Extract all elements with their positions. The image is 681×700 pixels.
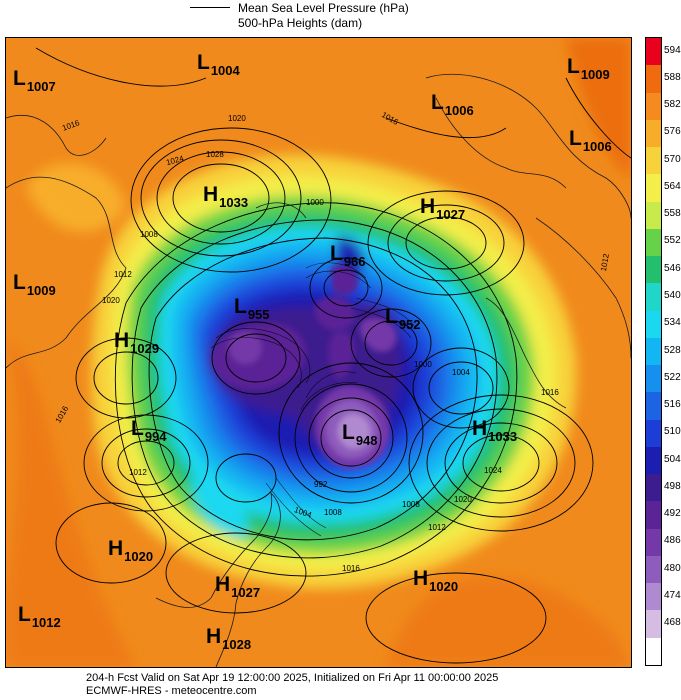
colorbar-segment bbox=[646, 147, 661, 175]
low-pressure-label: L1009 bbox=[567, 55, 610, 82]
high-pressure-label: H1027 bbox=[215, 573, 261, 600]
colorbar-tick-label: 588 bbox=[664, 71, 681, 83]
colorbar-tick-label: 522 bbox=[664, 371, 681, 383]
low-pressure-label: L1006 bbox=[431, 91, 474, 118]
dense-contours bbox=[210, 262, 417, 537]
contour-label: 1024 bbox=[484, 466, 502, 475]
contour-label: 1012 bbox=[129, 468, 147, 477]
colorbar-segment bbox=[646, 38, 661, 66]
contour-label: 1008 bbox=[140, 230, 158, 239]
colorbar-tick-label: 576 bbox=[664, 126, 681, 138]
mslp-legend-label: Mean Sea Level Pressure (hPa) bbox=[238, 0, 409, 15]
heights-legend-entry: 500-hPa Heights (dam) bbox=[238, 15, 362, 30]
colorbar-tick-label: 510 bbox=[664, 426, 681, 438]
mslp-legend-entry: Mean Sea Level Pressure (hPa) bbox=[190, 0, 409, 15]
colorbar-tick-label: 504 bbox=[664, 453, 681, 465]
colorbar-segment bbox=[646, 474, 661, 502]
heights-legend-label: 500-hPa Heights (dam) bbox=[238, 15, 363, 30]
colorbar-tick-label: 594 bbox=[664, 44, 681, 56]
colorbar bbox=[645, 37, 662, 666]
colorbar-tick-label: 546 bbox=[664, 262, 681, 274]
forecast-map: L1007 L1004 L1009 L1006 L1006 H1033 H102… bbox=[5, 37, 632, 668]
colorbar-tick-label: 492 bbox=[664, 508, 681, 520]
colorbar-tick-label: 516 bbox=[664, 399, 681, 411]
colorbar-segment bbox=[646, 201, 661, 230]
colorbar-segment bbox=[646, 256, 661, 284]
low-pressure-label: L955 bbox=[234, 295, 270, 322]
height-field-svg bbox=[6, 38, 631, 667]
low-pressure-label: L1007 bbox=[13, 67, 56, 94]
low-pressure-label: L994 bbox=[131, 417, 167, 444]
colorbar-segment bbox=[646, 555, 661, 584]
high-pressure-label: H1020 bbox=[413, 567, 459, 594]
low-pressure-label: L1006 bbox=[569, 127, 612, 154]
colorbar-tick-label: 480 bbox=[664, 562, 681, 574]
low-pressure-label: L966 bbox=[330, 242, 366, 269]
contour-label: 1008 bbox=[402, 500, 420, 509]
high-pressure-label: H1028 bbox=[206, 625, 252, 652]
map-legend: Mean Sea Level Pressure (hPa) 500-hPa He… bbox=[190, 0, 490, 34]
low-pressure-label: L1004 bbox=[197, 51, 240, 78]
colorbar-segment bbox=[646, 228, 661, 257]
colorbar-tick-label: 486 bbox=[664, 535, 681, 547]
colorbar-segment bbox=[646, 65, 661, 93]
high-pressure-label: H1029 bbox=[114, 329, 160, 356]
contour-label: 1020 bbox=[228, 114, 246, 123]
low-pressure-label: L1009 bbox=[13, 271, 56, 298]
colorbar-segment bbox=[646, 610, 661, 639]
colorbar-segment bbox=[646, 174, 661, 203]
colorbar-segment bbox=[646, 419, 661, 448]
contour-line-symbol bbox=[190, 7, 230, 8]
contour-label: 992 bbox=[314, 480, 328, 489]
colorbar-segment bbox=[646, 283, 661, 312]
contour-label: 1016 bbox=[342, 564, 360, 573]
colorbar-segment bbox=[646, 501, 661, 530]
footer: 204-h Fcst Valid on Sat Apr 19 12:00:00 … bbox=[86, 672, 656, 698]
colorbar-tick-label: 498 bbox=[664, 480, 681, 492]
contour-label: 1012 bbox=[114, 270, 132, 279]
colorbar-tick-label: 540 bbox=[664, 289, 681, 301]
contour-label: 1020 bbox=[102, 296, 120, 305]
colorbar-tick-label: 564 bbox=[664, 180, 681, 192]
forecast-valid-text: 204-h Fcst Valid on Sat Apr 19 12:00:00 … bbox=[86, 672, 499, 684]
colorbar-segment bbox=[646, 637, 661, 666]
colorbar-tick-label: 474 bbox=[664, 589, 681, 601]
contour-label: 1008 bbox=[324, 508, 342, 517]
contour-label: 1016 bbox=[541, 388, 559, 397]
colorbar-segment bbox=[646, 119, 661, 148]
model-source-text: ECMWF-HRES - meteocentre.com bbox=[86, 685, 257, 697]
colorbar-tick-label: 582 bbox=[664, 99, 681, 111]
colorbar-tick-label: 528 bbox=[664, 344, 681, 356]
colorbar-segment bbox=[646, 92, 661, 121]
colorbar-segment bbox=[646, 446, 661, 475]
colorbar-segment bbox=[646, 392, 661, 421]
colorbar-segment bbox=[646, 365, 661, 393]
low-pressure-label: L952 bbox=[385, 305, 421, 332]
high-pressure-label: H1027 bbox=[420, 195, 466, 222]
colorbar-segment bbox=[646, 583, 661, 611]
low-pressure-label: L1012 bbox=[18, 603, 61, 630]
contour-label: 1012 bbox=[428, 523, 446, 532]
pressure-contours bbox=[35, 47, 631, 664]
colorbar-segment bbox=[646, 528, 661, 557]
colorbar-segment bbox=[646, 337, 661, 366]
colorbar-tick-label: 534 bbox=[664, 317, 681, 329]
coastlines bbox=[6, 73, 631, 667]
contour-label: 1000 bbox=[414, 360, 432, 369]
colorbar-tick-label: 570 bbox=[664, 153, 681, 165]
colorbar-tick-label: 468 bbox=[664, 617, 681, 629]
low-pressure-label: L948 bbox=[342, 421, 378, 448]
contour-label: 1020 bbox=[454, 495, 472, 504]
contour-label: 1028 bbox=[206, 150, 224, 159]
contour-label: 1004 bbox=[452, 368, 470, 377]
colorbar-tick-label: 552 bbox=[664, 235, 681, 247]
colorbar-tick-label: 558 bbox=[664, 208, 681, 220]
high-pressure-label: H1033 bbox=[203, 183, 249, 210]
contour-label: 1000 bbox=[306, 198, 324, 207]
high-pressure-label: H1020 bbox=[108, 537, 154, 564]
low-height-cores bbox=[211, 264, 397, 469]
high-pressure-label: H1033 bbox=[472, 417, 518, 444]
colorbar-segment bbox=[646, 310, 661, 339]
